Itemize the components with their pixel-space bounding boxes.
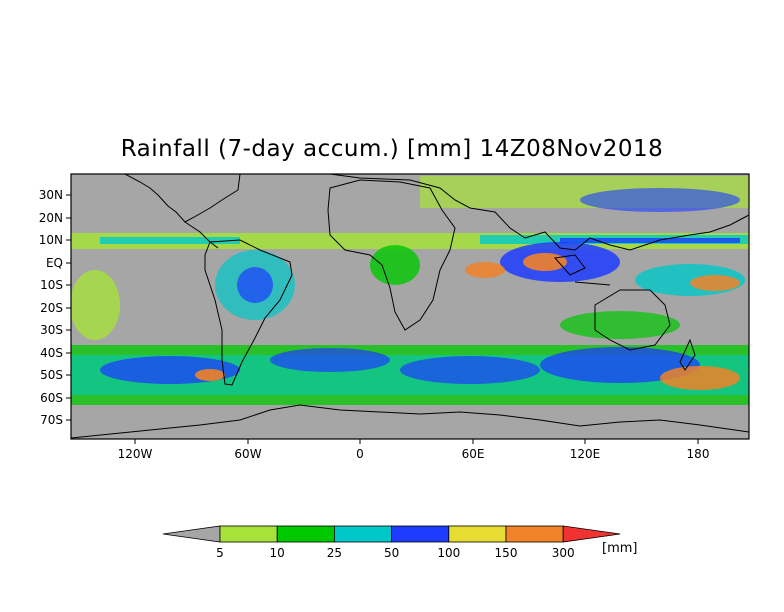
lat-label-60s: 60S [40,391,63,405]
colorbar-segment [333,525,392,543]
lon-label-180: 180 [687,447,710,461]
longitude-axis: 120W 60W 0 60E 120E 180 [118,439,710,461]
colorbar-segment [219,525,278,543]
colorbar-tick-label: 10 [270,546,285,560]
lon-tick: 0 [356,439,364,461]
lat-tick: 30S [40,323,71,337]
colorbar-tick-label: 300 [552,546,575,560]
lat-label-eq: EQ [46,256,63,270]
lat-tick: 10N [39,233,71,247]
lon-tick: 180 [687,439,710,461]
lon-label-120e: 120E [570,447,601,461]
lon-tick: 120W [118,439,153,461]
lat-label-50s: 50S [40,368,63,382]
colorbar-units: [mm] [602,541,638,556]
colorbar-segment [391,525,450,543]
lat-tick: 20N [39,211,71,225]
colorbar-segment [276,525,335,543]
colorbar-tick-label: 5 [216,546,224,560]
colorbar-tick-label: 100 [437,546,460,560]
colorbar-segment [448,525,507,543]
lat-label-30s: 30S [40,323,63,337]
map-frame [70,173,750,440]
latitude-axis: 30N 20N 10N EQ 10S 20S 30S 40S 50S 60S 7… [39,188,71,427]
colorbar-tick-label: 150 [495,546,518,560]
lat-tick: 10S [40,278,71,292]
lon-tick: 60E [462,439,485,461]
lat-label-10n: 10N [39,233,63,247]
coastlines [71,174,749,439]
lat-tick: 30N [39,188,71,202]
lat-label-10s: 10S [40,278,63,292]
colorbar-labels: 5 10 25 50 100 150 300 [216,546,574,560]
lat-label-20n: 20N [39,211,63,225]
colorbar-segments [162,525,621,543]
colorbar-segment-above [562,525,621,543]
colorbar-tick-label: 50 [384,546,399,560]
rain-bands [71,176,749,405]
lat-tick: 20S [40,301,71,315]
lon-tick: 60W [234,439,262,461]
lat-tick: 50S [40,368,71,382]
lon-label-120w: 120W [118,447,153,461]
colorbar-tick-label: 25 [327,546,342,560]
lon-label-0: 0 [356,447,364,461]
lat-label-40s: 40S [40,346,63,360]
lon-label-60e: 60E [462,447,485,461]
lat-tick: 70S [40,413,71,427]
map-title: Rainfall (7-day accum.) [mm] 14Z08Nov201… [120,136,664,162]
lat-tick: EQ [46,256,71,270]
lon-tick: 120E [570,439,601,461]
lon-label-60w: 60W [234,447,261,461]
lat-tick: 60S [40,391,71,405]
lat-tick: 40S [40,346,71,360]
colorbar-segment [505,525,564,543]
lat-label-20s: 20S [40,301,63,315]
lat-label-70s: 70S [40,413,63,427]
colorbar-segment-below [162,525,221,543]
lat-label-30n: 30N [39,188,63,202]
